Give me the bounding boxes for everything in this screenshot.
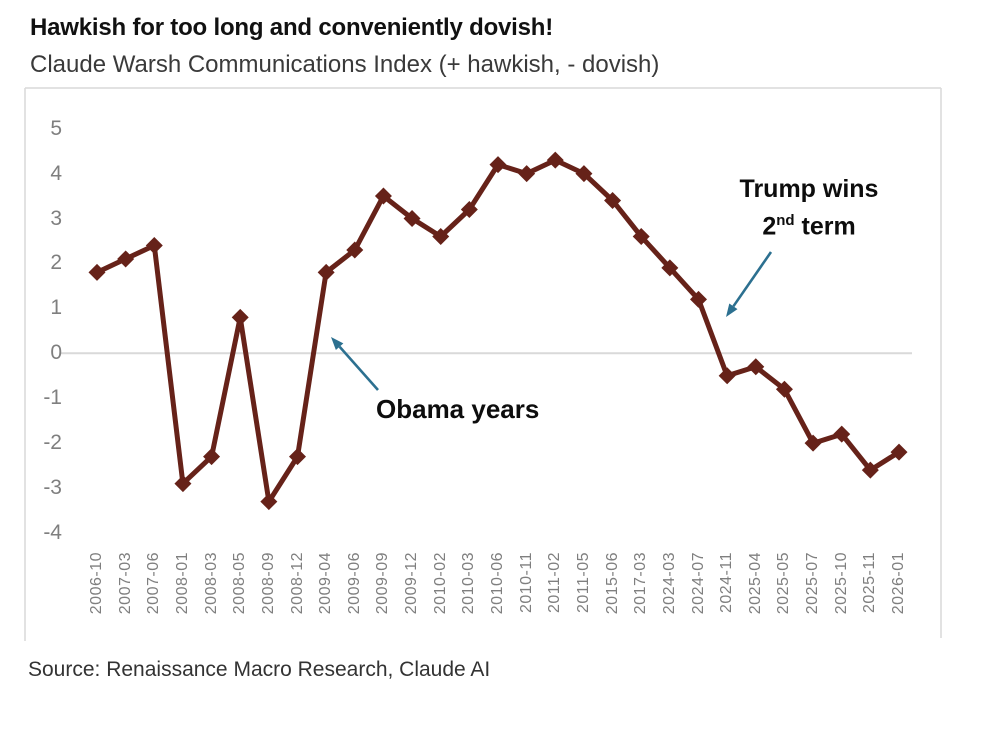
data-point-marker [403, 210, 421, 228]
data-point-marker [317, 263, 335, 281]
data-point-marker [661, 259, 679, 277]
y-tick-label: 0 [50, 341, 62, 365]
data-point-marker [861, 461, 879, 479]
page-subtitle: Claude Warsh Communications Index (+ haw… [30, 51, 660, 78]
data-point-marker [460, 201, 478, 219]
x-tick-label: 2009-06 [345, 552, 363, 615]
data-point-marker [690, 290, 707, 308]
x-tick-label: 2025-07 [804, 552, 822, 615]
data-point-marker [489, 156, 507, 174]
x-tick-label: 2024-11 [718, 552, 736, 614]
y-tick-label: 1 [50, 296, 62, 320]
x-tick-label: 2008-03 [202, 552, 220, 615]
y-tick-label: 4 [50, 161, 62, 185]
data-point-marker [231, 308, 249, 326]
x-tick-label: 2025-10 [832, 552, 850, 615]
y-tick-label: -4 [43, 521, 62, 545]
superscript-nd: nd [776, 212, 795, 229]
x-tick-label: 2010-06 [489, 552, 506, 615]
annotation-trump-line2: 2nd term [762, 212, 856, 241]
x-tick-label: 2010-03 [460, 552, 478, 615]
y-tick-label: 3 [50, 206, 62, 230]
x-tick-label: 2010-11 [517, 552, 535, 614]
source-note: Source: Renaissance Macro Research, Clau… [28, 658, 491, 681]
x-tick-label: 2011-05 [574, 552, 592, 614]
x-tick-label: 2025-11 [861, 552, 879, 614]
x-tick-label: 2009-09 [374, 552, 392, 615]
data-point-marker [117, 250, 135, 268]
x-tick-label: 2008-01 [173, 552, 191, 615]
y-tick-label: 2 [50, 251, 62, 275]
x-tick-label: 2008-09 [259, 552, 277, 615]
data-point-marker [88, 263, 106, 281]
obama-arrow-icon-head [331, 337, 344, 351]
data-point-marker [575, 165, 593, 183]
data-point-marker [289, 448, 306, 466]
x-tick-label: 2009-12 [403, 552, 421, 615]
x-tick-label: 2007-06 [145, 552, 163, 615]
x-tick-label: 2025-05 [775, 552, 793, 615]
x-tick-label: 2010-02 [431, 552, 449, 615]
data-point-marker [203, 448, 221, 466]
y-tick-label: -1 [43, 386, 62, 410]
x-tick-label: 2009-04 [317, 552, 335, 615]
data-point-marker [890, 443, 908, 461]
y-tick-label: -2 [43, 431, 62, 455]
x-tick-label: 2025-04 [746, 552, 764, 615]
data-point-marker [747, 358, 765, 376]
x-tick-label: 2007-03 [116, 552, 134, 615]
data-point-marker [833, 425, 851, 443]
data-point-marker [804, 434, 822, 452]
trump-arrow-icon [732, 251, 773, 308]
data-point-marker [174, 475, 192, 493]
data-point-marker [145, 236, 163, 254]
x-tick-label: 2008-05 [231, 552, 249, 615]
annotation-obama-years: Obama years [376, 394, 539, 425]
data-point-marker [346, 241, 364, 259]
obama-arrow-icon [338, 345, 379, 391]
x-tick-label: 2011-02 [546, 552, 564, 614]
data-point-marker [718, 367, 736, 385]
data-point-marker [604, 192, 622, 210]
x-tick-label: 2006-10 [88, 552, 105, 615]
x-tick-label: 2026-01 [890, 552, 907, 615]
x-tick-label: 2015-06 [603, 552, 621, 615]
x-tick-label: 2024-03 [660, 552, 678, 615]
data-point-marker [374, 187, 392, 205]
x-tick-label: 2008-12 [288, 552, 306, 615]
annotation-trump-wins: Trump wins 2nd term [714, 173, 904, 242]
trump-arrow-icon-head [726, 303, 738, 317]
x-tick-label: 2024-07 [689, 552, 707, 615]
data-point-marker [260, 493, 278, 511]
x-tick-label: 2017-03 [632, 552, 650, 615]
y-tick-label: 5 [50, 116, 62, 140]
annotation-obama-label: Obama years [376, 394, 540, 424]
page-title: Hawkish for too long and conveniently do… [30, 14, 554, 41]
data-point-marker [432, 227, 450, 245]
data-point-marker [546, 151, 564, 169]
data-point-marker [632, 227, 650, 245]
data-point-marker [775, 380, 793, 398]
annotation-trump-line1: Trump wins [739, 175, 879, 203]
y-tick-label: -3 [43, 476, 62, 500]
data-point-marker [518, 165, 536, 183]
